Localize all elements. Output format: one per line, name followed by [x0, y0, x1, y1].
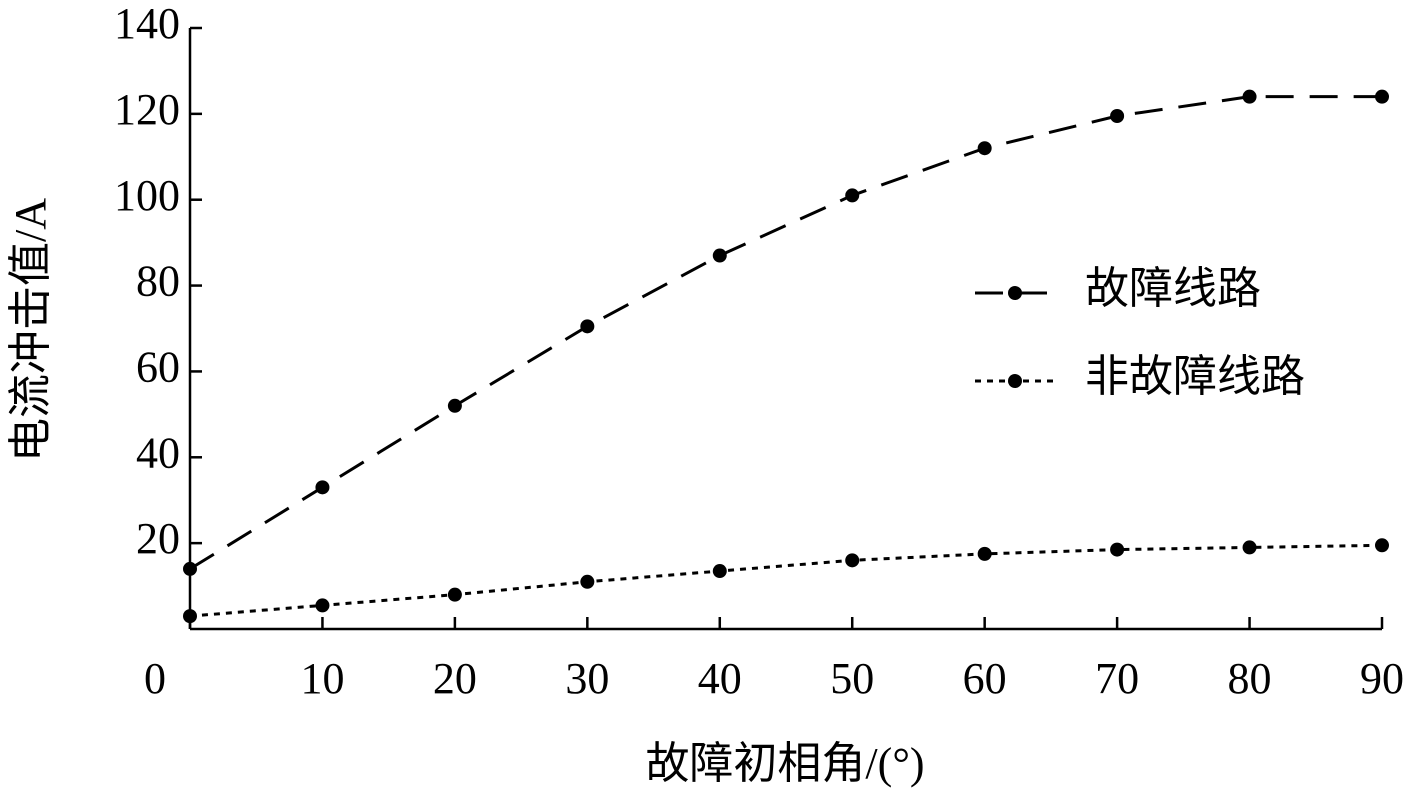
x-tick-label: 70 [1095, 654, 1139, 703]
series-line [189, 543, 1383, 618]
y-axis-title: 电流冲击值/A [6, 198, 55, 462]
y-tick-label: 140 [114, 0, 180, 48]
point [1242, 540, 1257, 555]
x-tick-label: 10 [300, 654, 344, 703]
point [845, 188, 860, 203]
point [183, 609, 197, 624]
x-tick-label: 50 [830, 654, 874, 703]
point [183, 561, 197, 576]
x-tick-label: 60 [963, 654, 1007, 703]
y-tick-label: 120 [114, 85, 180, 134]
point [1375, 89, 1389, 104]
y-tick-label: 20 [136, 514, 180, 563]
point [315, 598, 330, 613]
y-tick-label: 80 [136, 257, 180, 306]
x-tick-label: 40 [698, 654, 742, 703]
series-line [189, 95, 1382, 571]
point [447, 398, 462, 413]
point [1110, 542, 1125, 557]
point [315, 480, 330, 495]
x-tick-label: 0 [144, 654, 166, 703]
point [447, 587, 462, 602]
y-tick-label: 100 [114, 171, 180, 220]
x-tick-label: 80 [1228, 654, 1272, 703]
x-tick-label: 20 [433, 654, 477, 703]
legend-marker [1008, 286, 1022, 300]
y-tick-label: 60 [136, 343, 180, 392]
x-tick-label: 90 [1360, 654, 1404, 703]
point [712, 248, 727, 263]
legend-label: 故障线路 [1085, 264, 1261, 313]
legend-marker [1008, 374, 1022, 388]
point [845, 553, 860, 568]
y-tick-label: 40 [136, 428, 180, 477]
point [1242, 89, 1257, 104]
point [1375, 538, 1389, 553]
x-tick-label: 30 [565, 654, 609, 703]
point [580, 574, 595, 589]
point [580, 319, 595, 334]
point [977, 141, 992, 156]
legend-label: 非故障线路 [1085, 352, 1305, 401]
point [977, 546, 992, 561]
x-axis-title: 故障初相角/(°) [645, 739, 924, 788]
point [712, 564, 727, 579]
point [1110, 109, 1125, 124]
